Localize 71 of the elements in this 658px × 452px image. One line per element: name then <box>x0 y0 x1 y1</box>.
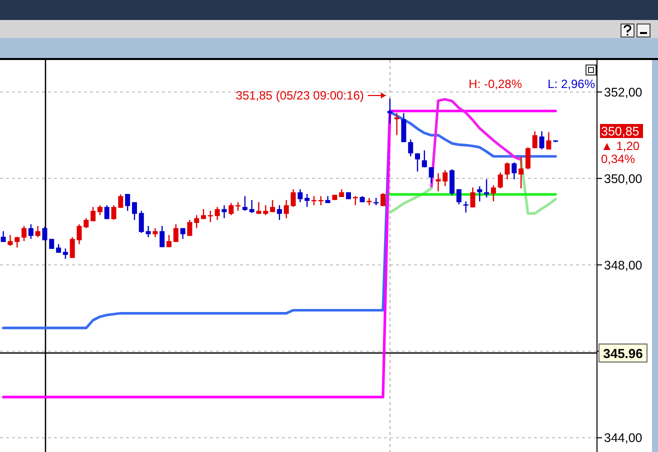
candlestick <box>125 193 130 212</box>
candlestick <box>104 204 110 220</box>
candlestick <box>450 168 455 196</box>
candlestick <box>422 150 427 168</box>
candlestick <box>401 112 406 143</box>
candlestick <box>256 202 262 214</box>
candlestick <box>70 236 75 259</box>
candlestick <box>42 226 48 241</box>
candlestick <box>518 156 524 189</box>
candlestick <box>298 188 303 203</box>
candlestick <box>415 152 420 172</box>
candlestick <box>62 248 68 260</box>
candlestick <box>546 132 552 150</box>
annotation: 351,85 (05/23 09:00:16) <box>236 88 364 102</box>
candlestick <box>90 206 96 222</box>
candlestick <box>539 130 544 150</box>
candlestick <box>387 98 392 124</box>
candlestick <box>8 234 13 246</box>
candlestick <box>484 178 490 198</box>
candlestick <box>532 130 538 149</box>
candlestick <box>0 230 6 243</box>
candlestick <box>160 225 165 248</box>
candlestick <box>146 225 151 238</box>
candlestick <box>35 225 40 238</box>
candlestick <box>173 224 178 243</box>
candlestick <box>138 210 144 234</box>
candlestick <box>525 146 530 170</box>
candlestick <box>436 172 441 192</box>
candlestick <box>276 204 282 221</box>
y-tick-label: 350,00 <box>604 172 642 186</box>
candlestick <box>22 225 27 242</box>
candlestick <box>408 138 414 157</box>
candlestick <box>470 186 476 208</box>
candlestick <box>270 199 276 213</box>
candlestick <box>504 162 510 180</box>
line-series <box>430 98 522 190</box>
y-tick-label: 352,00 <box>604 85 642 100</box>
candlestick <box>214 206 220 221</box>
annotation: L: 2,96% <box>548 77 596 91</box>
candlestick <box>242 196 248 212</box>
candlestick <box>249 199 254 214</box>
text: ▲ 1,20 <box>601 139 640 153</box>
candlestick <box>180 228 186 240</box>
candlestick <box>228 202 234 216</box>
annotation: H: -0,28% <box>468 77 522 91</box>
candlestick <box>380 192 386 207</box>
candlestick <box>132 202 137 221</box>
candlestick <box>284 199 289 219</box>
candlestick <box>490 184 496 202</box>
candlestick <box>152 228 158 238</box>
ref-line-label: 345.96 <box>603 346 643 362</box>
candlestick <box>442 170 448 187</box>
y-tick-label: 344,00 <box>604 431 642 446</box>
candlestick <box>477 186 482 202</box>
candlestick <box>222 204 227 219</box>
candlestick <box>456 188 462 205</box>
candlestick <box>498 172 503 189</box>
candlestick <box>166 234 172 248</box>
candlestick <box>512 162 517 180</box>
candlestick <box>290 188 296 208</box>
candlestick <box>187 219 192 237</box>
candlestick <box>208 210 213 223</box>
text: 0,34% <box>601 152 636 166</box>
text: 350,85 <box>601 124 640 138</box>
candlestick <box>428 166 434 184</box>
candlestick <box>97 204 102 216</box>
candlestick <box>28 224 34 240</box>
candlestick <box>194 214 200 229</box>
y-tick-label: 348,00 <box>604 258 642 272</box>
candlestick <box>263 204 268 216</box>
candlestick <box>304 193 310 208</box>
